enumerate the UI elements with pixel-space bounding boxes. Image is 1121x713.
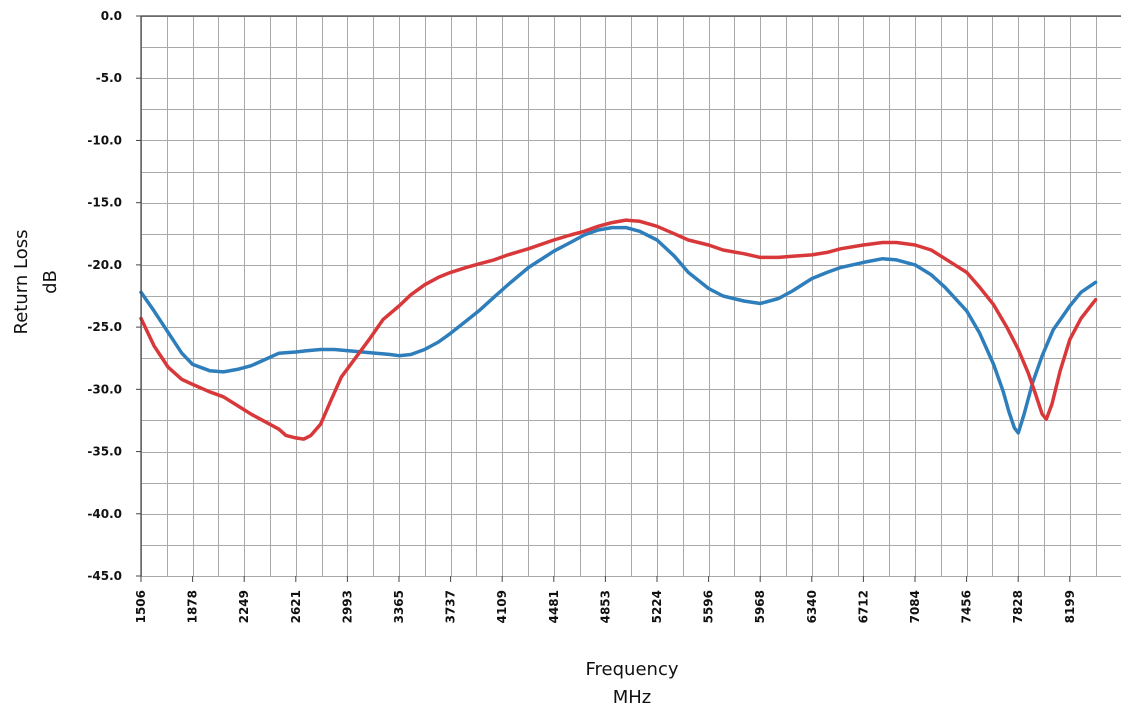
x-tick-label: 2993 bbox=[340, 590, 354, 623]
y-tick-labels: 0.0 -5.0 -10.0 -15.0 -20.0 -25.0 -30.0 -35.0 -40… bbox=[87, 9, 122, 583]
x-tick-label: 1506 bbox=[134, 590, 148, 623]
x-tick-label: 5968 bbox=[753, 590, 767, 623]
y-axis-unit: dB bbox=[40, 270, 61, 294]
series-line-1 bbox=[139, 225, 1098, 435]
y-tick-label: -25.0 bbox=[87, 320, 122, 334]
x-tick-label: 7828 bbox=[1011, 590, 1025, 623]
y-tick-label: -40.0 bbox=[87, 507, 122, 521]
grid-lines bbox=[141, 16, 1121, 577]
axes bbox=[136, 15, 1121, 582]
x-axis-unit: MHz bbox=[613, 687, 652, 708]
x-tick-label: 6340 bbox=[805, 590, 819, 623]
x-tick-label: 4853 bbox=[598, 590, 612, 623]
series-line-2 bbox=[139, 218, 1098, 441]
y-tick-label: -10.0 bbox=[87, 133, 122, 147]
x-tick-label: 5596 bbox=[702, 590, 716, 623]
y-tick-label: -30.0 bbox=[87, 382, 122, 396]
x-axis-title: Frequency bbox=[586, 659, 679, 680]
x-tick-label: 4481 bbox=[547, 590, 561, 623]
y-tick-label: -35.0 bbox=[87, 445, 122, 459]
x-tick-label: 1878 bbox=[186, 590, 200, 623]
y-axis-title: Return Loss bbox=[11, 230, 32, 335]
x-tick-label: 8199 bbox=[1063, 590, 1077, 623]
x-tick-label: 7084 bbox=[908, 590, 922, 623]
y-tick-label: -45.0 bbox=[87, 569, 122, 583]
x-tick-labels: 1506 1878 2249 2621 2993 3365 3737 4109 4481 4853… bbox=[134, 590, 1077, 623]
x-tick-label: 3365 bbox=[392, 590, 406, 623]
y-tick-label: -5.0 bbox=[96, 71, 122, 85]
x-tick-label: 3737 bbox=[444, 590, 458, 623]
x-tick-label: 2249 bbox=[237, 590, 251, 623]
x-tick-label: 4109 bbox=[495, 590, 509, 623]
y-tick-label: -15.0 bbox=[87, 196, 122, 210]
series-lines bbox=[139, 218, 1098, 441]
y-tick-label: 0.0 bbox=[101, 9, 122, 23]
x-tick-label: 7456 bbox=[960, 590, 974, 623]
x-tick-label: 6712 bbox=[856, 590, 870, 623]
x-tick-label: 5224 bbox=[650, 590, 664, 623]
y-tick-label: -20.0 bbox=[87, 258, 122, 272]
x-tick-label: 2621 bbox=[289, 590, 303, 623]
